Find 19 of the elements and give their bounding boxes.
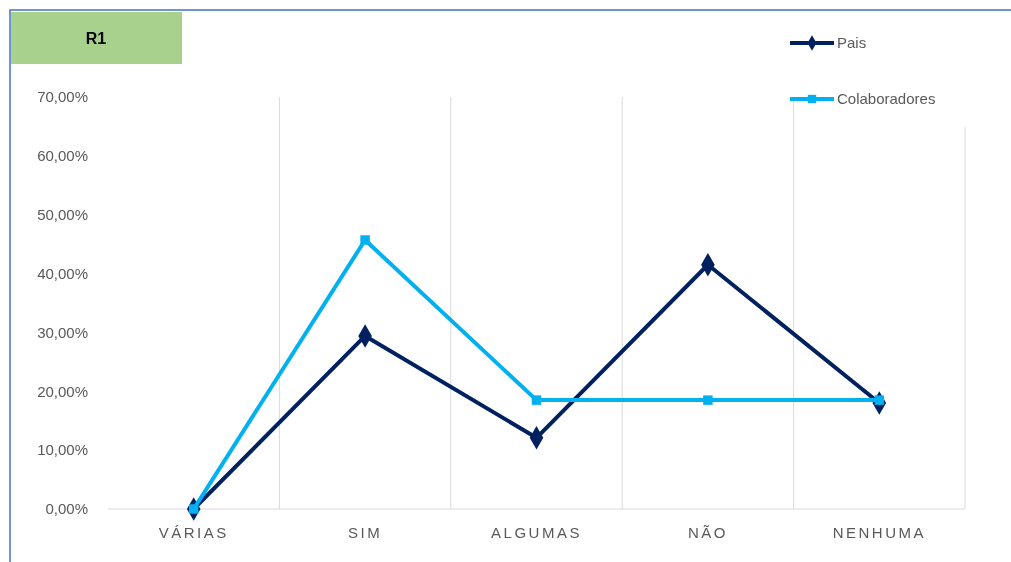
y-tick-label: 40,00% [37,264,88,282]
y-tick-label: 50,00% [37,205,88,223]
point [703,395,713,405]
y-tick-label: 20,00% [37,382,88,400]
y-tick-label: 10,00% [37,441,88,459]
y-tick-label: 60,00% [37,147,88,165]
x-tick-label: VÁRIAS [158,524,229,541]
y-tick-label: 70,00% [37,88,88,106]
point [360,235,370,245]
x-tick-label: NÃO [687,524,728,541]
chart-title: R1 [85,30,107,47]
legend-label: Colaboradores [837,90,936,108]
point [531,395,542,405]
x-tick-label: SIM [348,524,383,541]
legend-label: Pais [837,34,867,52]
y-tick-label: 30,00% [37,323,88,341]
x-tick-label: NENHUMA [832,524,926,541]
x-tick-label: ALGUMAS [491,524,582,541]
y-tick-label: 0,00% [45,500,88,518]
